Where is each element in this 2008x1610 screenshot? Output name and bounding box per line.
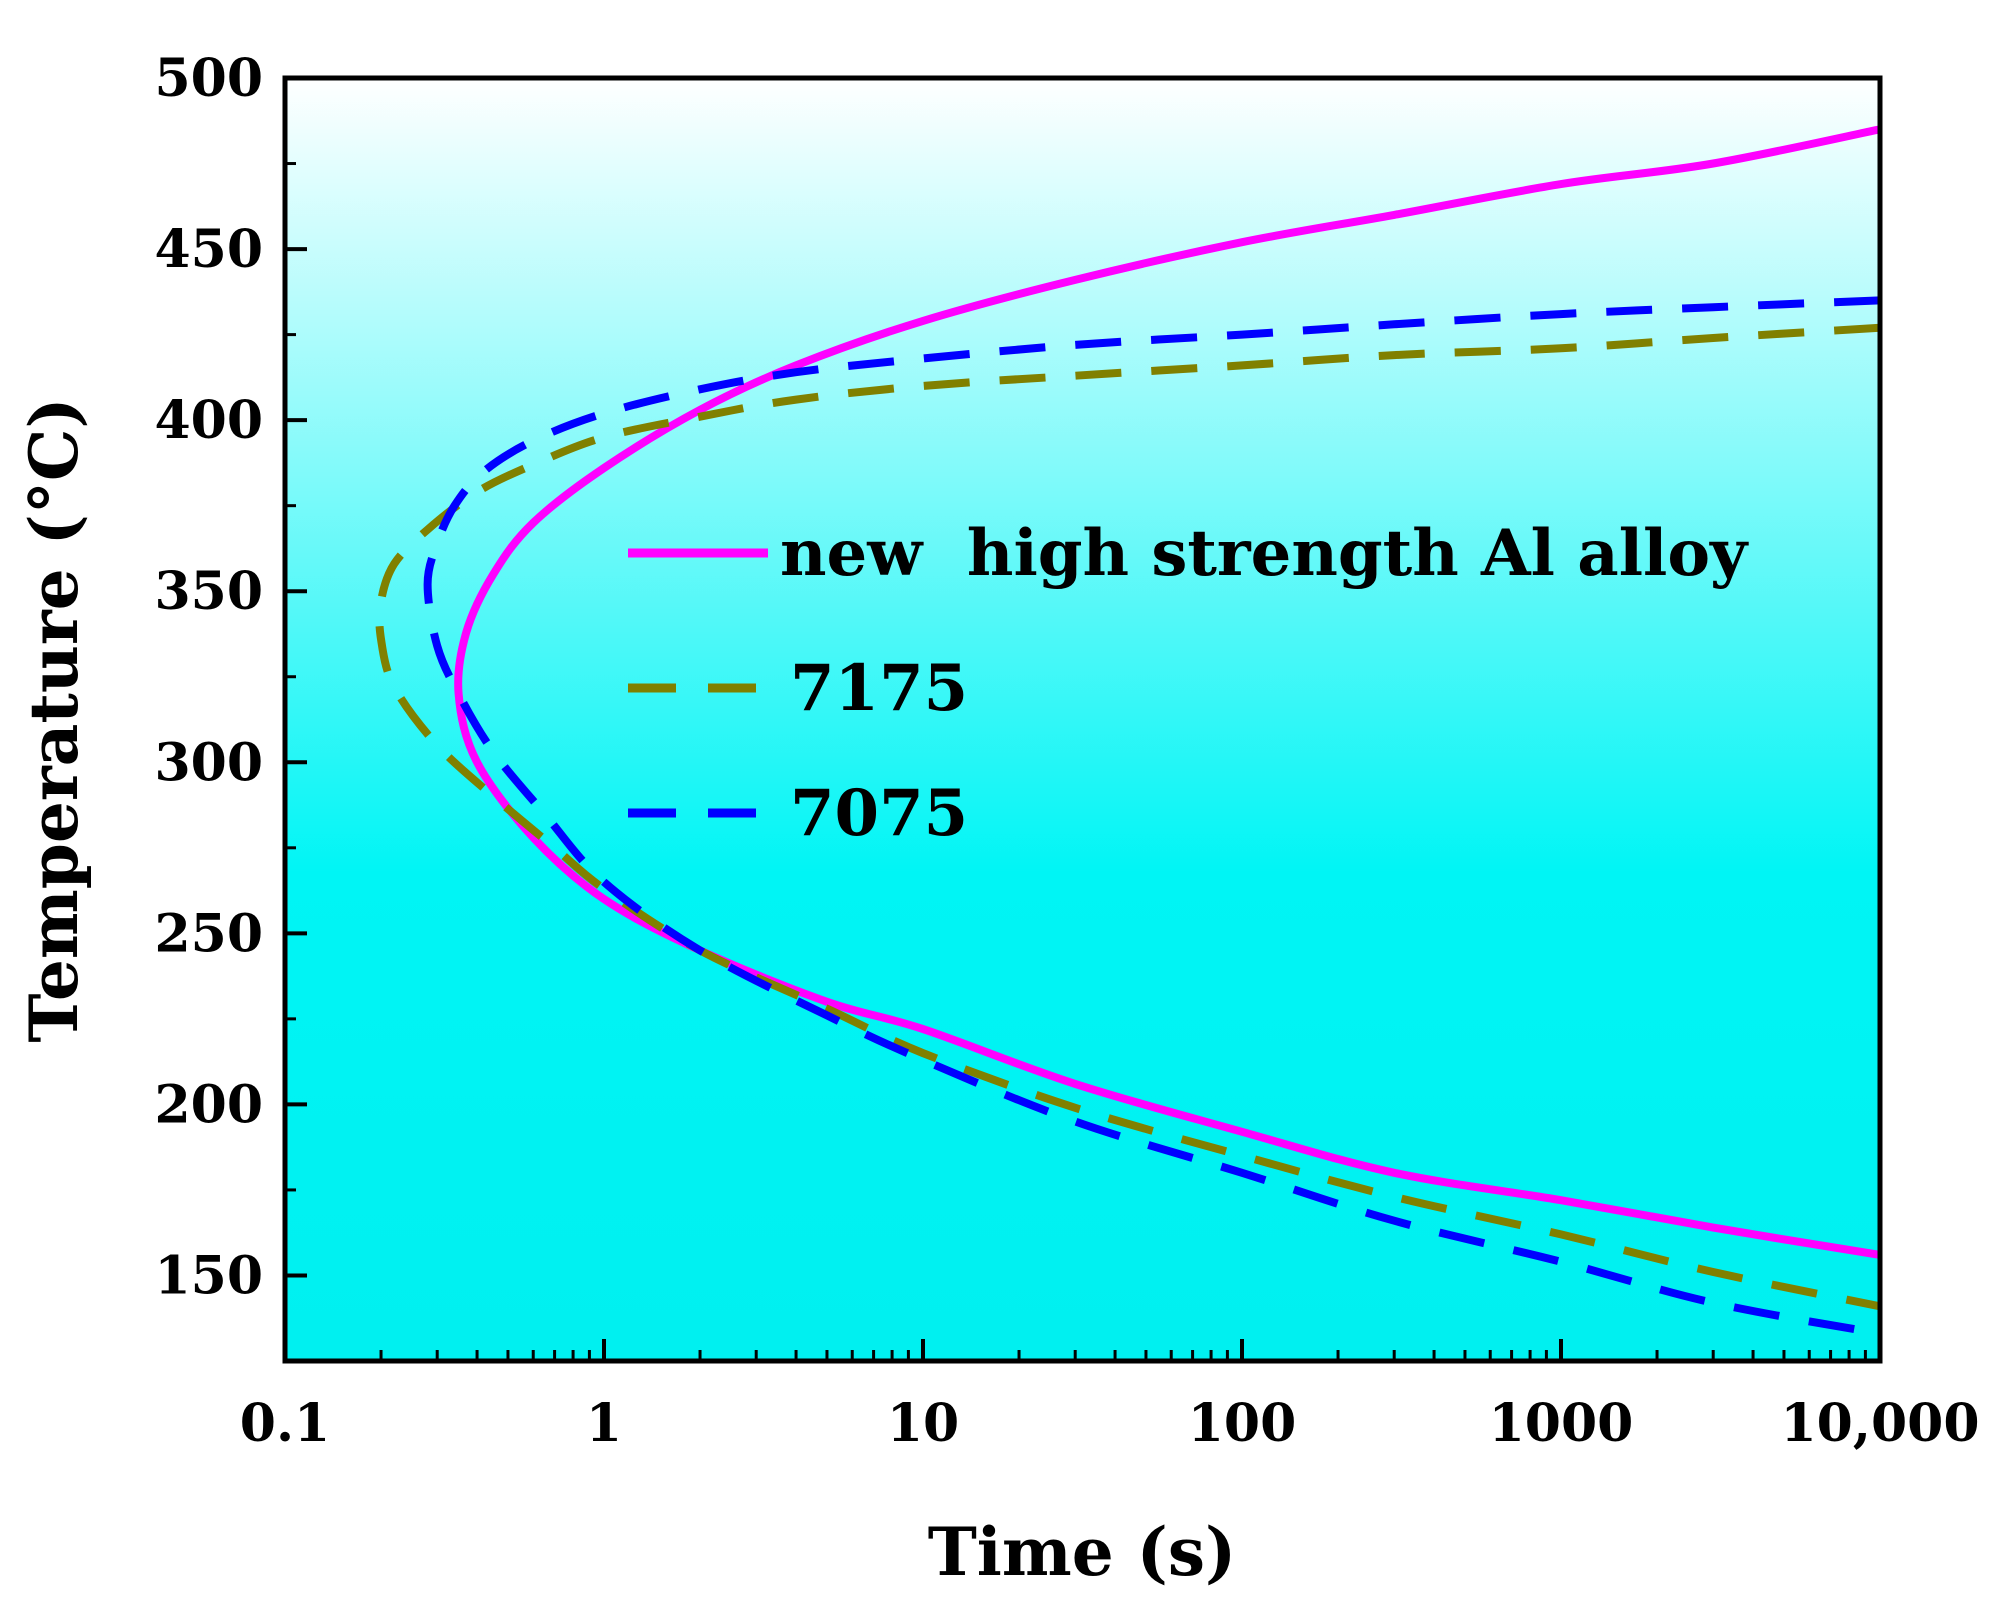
series-layer [375, 125, 1880, 1338]
plot-background [285, 78, 1880, 1361]
axis-tick-labels: 0.1 1 10 100 1000 10,000 150 200 250 300 350 400 450… [154, 48, 1979, 1454]
y-tick-label: 300 [154, 732, 263, 793]
x-axis-title: Time (s) [928, 1513, 1237, 1591]
series-line-7175 [375, 323, 1880, 1311]
x-tick-label: 0.1 [240, 1393, 330, 1454]
y-tick-label: 450 [154, 219, 263, 280]
x-tick-label: 100 [1188, 1393, 1297, 1454]
axis-ticks [283, 76, 1882, 1363]
x-tick-label: 10,000 [1780, 1393, 1979, 1454]
legend-label-new-alloy: new high strength Al alloy [780, 516, 1749, 591]
x-tick-label: 1 [586, 1393, 622, 1454]
series-line-new-alloy [454, 125, 1880, 1259]
legend-label-7075: 7075 [790, 776, 968, 851]
plot-frame [282, 75, 1883, 1364]
legend-label-7175: 7175 [790, 651, 968, 726]
y-tick-label: 150 [154, 1245, 263, 1306]
x-tick-label: 1000 [1489, 1393, 1634, 1454]
y-axis-title: Temperature (°C) [15, 397, 93, 1042]
legend: new high strength Al alloy 7175 7075 [628, 516, 1749, 851]
y-tick-label: 500 [154, 48, 263, 109]
y-tick-label: 200 [154, 1074, 263, 1135]
y-tick-label: 350 [154, 561, 263, 622]
y-tick-label: 400 [154, 390, 263, 451]
y-tick-label: 250 [154, 903, 263, 964]
series-line-7075 [423, 296, 1880, 1338]
x-tick-label: 10 [887, 1393, 959, 1454]
